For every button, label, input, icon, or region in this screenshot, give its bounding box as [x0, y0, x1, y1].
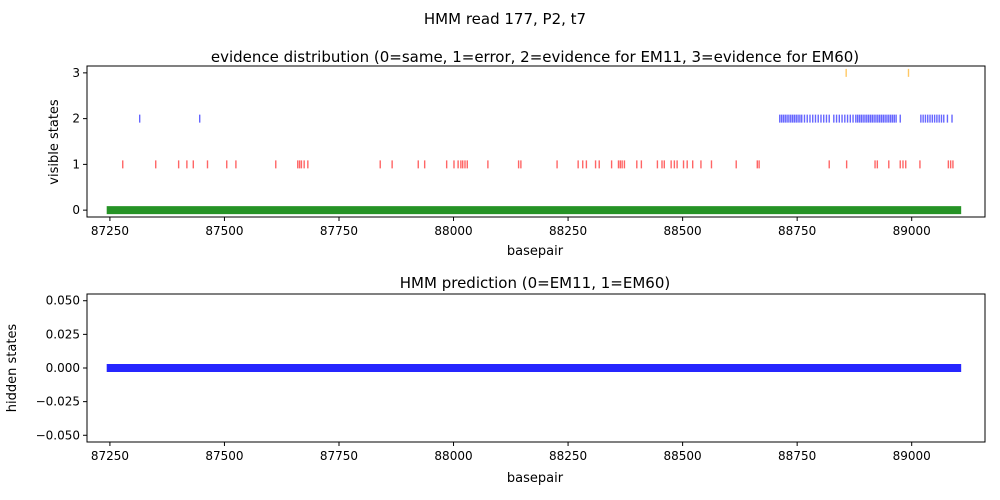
- prediction-y-axis-label: hidden states: [5, 324, 20, 413]
- prediction-series-0-band: [106, 364, 962, 372]
- prediction-x-tick-label: 87250: [91, 449, 129, 463]
- evidence-plot-frame: [86, 65, 986, 218]
- prediction-x-tick-label: 88750: [778, 449, 816, 463]
- figure-suptitle: HMM read 177, P2, t7: [424, 10, 586, 28]
- prediction-x-tick-label: 88250: [549, 449, 587, 463]
- evidence-y-tick-label: 3: [72, 66, 80, 80]
- evidence-subplot-title: evidence distribution (0=same, 1=error, …: [211, 48, 859, 66]
- evidence-y-tick-label: 2: [72, 112, 80, 126]
- evidence-x-tick-label: 88500: [664, 224, 702, 238]
- evidence-x-tick-label: 87750: [320, 224, 358, 238]
- evidence-y-tick-label: 1: [72, 157, 80, 171]
- evidence-x-tick-label: 89000: [893, 224, 931, 238]
- evidence-subplot: evidence distribution (0=same, 1=error, …: [47, 48, 986, 259]
- prediction-x-tick-label: 87750: [320, 449, 358, 463]
- evidence-x-ticks: 87250 87500 87750 88000 88250 88500 88750 89000: [91, 217, 931, 238]
- prediction-x-tick-label: 88000: [434, 449, 472, 463]
- evidence-x-tick-label: 87250: [91, 224, 129, 238]
- prediction-y-ticks: −0.050 −0.025 0.000 0.025 0.050: [36, 294, 87, 442]
- evidence-y-axis-label: visible states: [47, 99, 62, 185]
- evidence-x-tick-label: 88000: [434, 224, 472, 238]
- prediction-y-tick-label: 0.025: [46, 327, 80, 341]
- prediction-marks: [106, 364, 962, 372]
- prediction-x-tick-label: 88500: [664, 449, 702, 463]
- prediction-y-tick-label: 0.050: [46, 294, 80, 308]
- evidence-y-ticks: 0 1 2 3: [72, 66, 87, 217]
- prediction-subplot-title: HMM prediction (0=EM11, 1=EM60): [400, 274, 670, 292]
- evidence-x-tick-label: 87500: [205, 224, 243, 238]
- prediction-x-axis-label: basepair: [507, 471, 564, 486]
- evidence-y-tick-label: 0: [72, 203, 80, 217]
- evidence-x-axis-label: basepair: [507, 244, 564, 259]
- evidence-series-0-band: [106, 206, 962, 215]
- prediction-y-tick-label: −0.050: [36, 428, 80, 442]
- prediction-subplot: HMM prediction (0=EM11, 1=EM60) 87250 875…: [5, 274, 986, 486]
- prediction-y-tick-label: 0.000: [46, 361, 80, 375]
- evidence-x-tick-label: 88250: [549, 224, 587, 238]
- evidence-plot-area: [87, 66, 985, 217]
- prediction-x-ticks: 87250 87500 87750 88000 88250 88500 88750 89000: [91, 442, 931, 463]
- evidence-marks: [106, 68, 962, 215]
- prediction-x-tick-label: 89000: [893, 449, 931, 463]
- prediction-x-tick-label: 87500: [205, 449, 243, 463]
- evidence-x-tick-label: 88750: [778, 224, 816, 238]
- prediction-y-tick-label: −0.025: [36, 395, 80, 409]
